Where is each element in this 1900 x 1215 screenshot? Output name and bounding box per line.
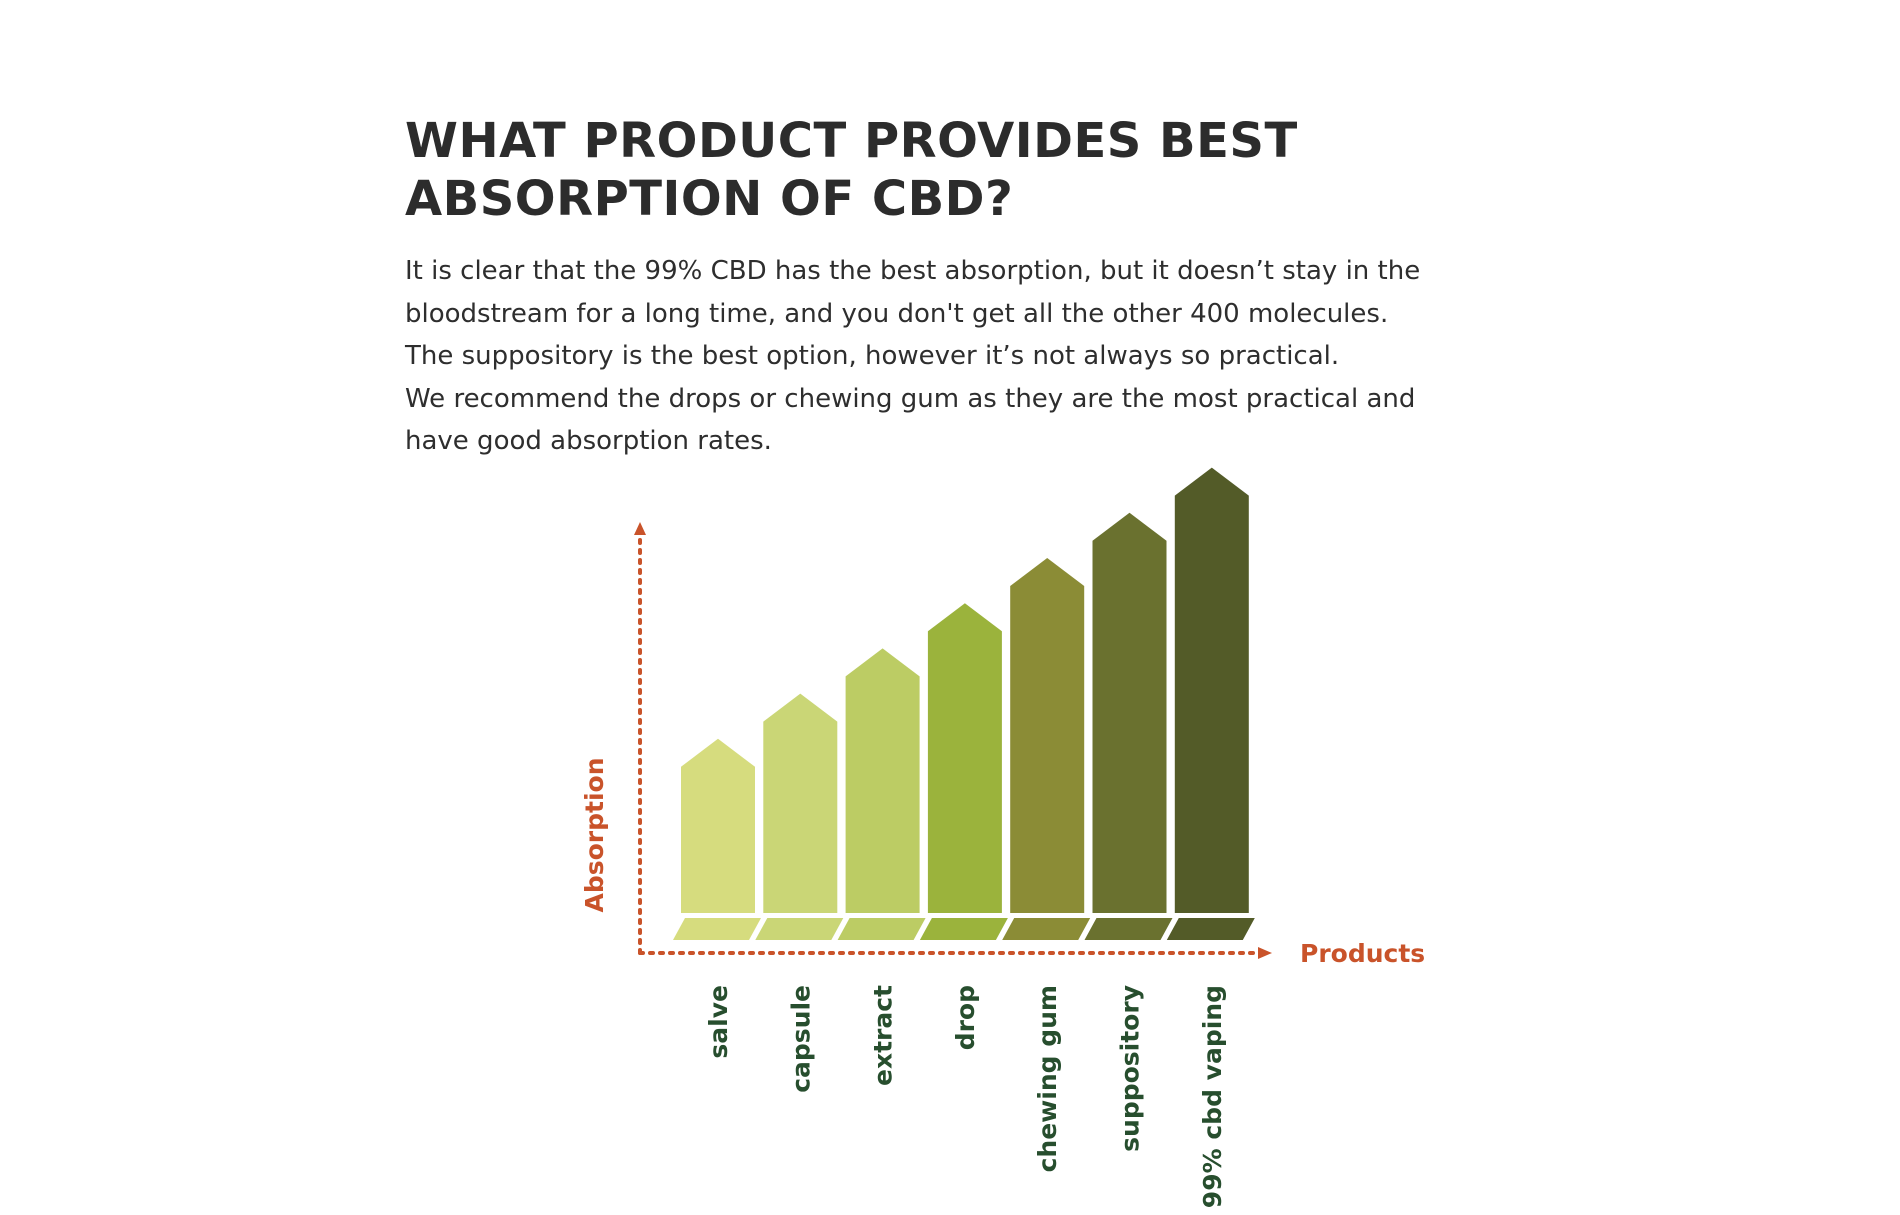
heading-line-2: ABSORPTION OF CBD? xyxy=(405,171,1014,227)
y-axis-label: Absorption xyxy=(580,757,609,912)
y-axis-arrow xyxy=(634,522,646,535)
bar xyxy=(927,603,1002,913)
category-label: capsule xyxy=(786,985,815,1093)
bar-base xyxy=(837,918,926,940)
paragraph-line: We recommend the drops or chewing gum as… xyxy=(405,383,1416,414)
page-heading: WHAT PRODUCT PROVIDES BEST ABSORPTION OF… xyxy=(405,112,1555,228)
paragraph-line: The suppository is the best option, howe… xyxy=(405,341,1340,371)
category-label: 99% cbd vaping xyxy=(1198,985,1227,1208)
bar xyxy=(1092,512,1167,913)
bar-base xyxy=(755,918,844,940)
x-axis-arrow xyxy=(1258,947,1272,959)
x-axis-label: Products xyxy=(1300,939,1425,968)
bar-base xyxy=(1084,918,1173,940)
heading-line-1: WHAT PRODUCT PROVIDES BEST xyxy=(405,113,1298,169)
bar xyxy=(763,693,838,913)
category-label: chewing gum xyxy=(1033,985,1062,1172)
category-label: extract xyxy=(869,985,898,1086)
bar-base xyxy=(919,918,1008,940)
bar-base xyxy=(1166,918,1255,940)
paragraph-line: bloodstream for a long time, and you don… xyxy=(405,298,1389,329)
paragraph-line: have good absorption rates. xyxy=(405,426,772,456)
bar xyxy=(681,738,755,913)
category-label: salve xyxy=(704,985,733,1059)
bar xyxy=(1010,558,1085,913)
paragraph-line: It is clear that the 99% CBD has the bes… xyxy=(405,256,1421,286)
bar xyxy=(1174,467,1249,913)
bar xyxy=(845,648,920,913)
category-label: suppository xyxy=(1116,985,1145,1152)
category-label: drop xyxy=(951,985,980,1050)
bar-base xyxy=(1002,918,1091,940)
intro-paragraph: It is clear that the 99% CBD has the bes… xyxy=(405,250,1525,463)
bar-base xyxy=(673,918,761,940)
